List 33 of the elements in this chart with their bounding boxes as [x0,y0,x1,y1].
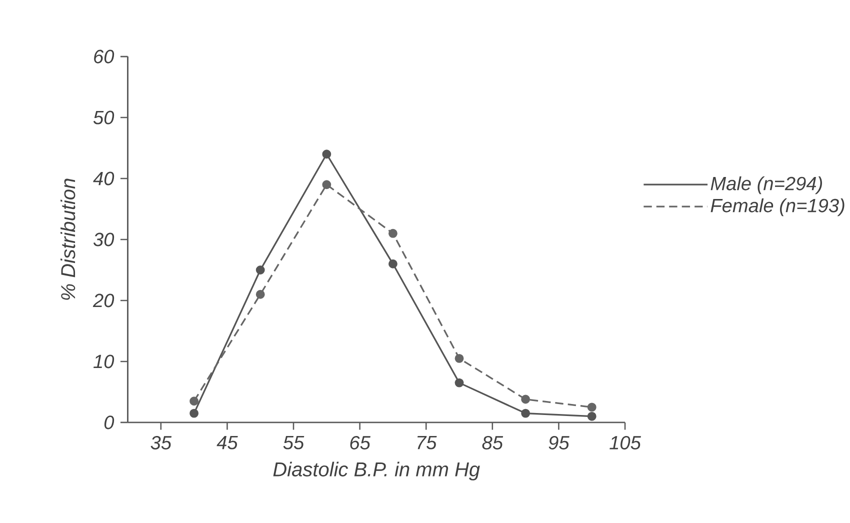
point [190,396,199,406]
legend-label: Female (n=193) [710,198,844,216]
y-tick-label: 0 [104,416,114,430]
point [454,354,464,363]
x-tick-label: 65 [350,436,370,450]
x-tick-label: 75 [417,436,437,450]
point [454,378,464,388]
y-tick-label: 30 [93,232,114,246]
point [322,150,332,159]
x-tick-label: 45 [216,436,238,450]
x-tick-label: 95 [548,436,570,450]
legend-label: Male (n=294) [710,176,822,194]
point [388,229,398,238]
y-axis-title: % Distribution [60,178,76,300]
x-tick-label: 55 [283,436,304,450]
y-tick-label: 40 [93,172,114,186]
x-axis-title: Diastolic B.P. in mm Hg [273,462,480,481]
y-tick-label: 10 [93,354,114,368]
point [587,412,596,421]
point [521,408,530,418]
point [190,408,199,418]
x-tick-label: 85 [482,436,504,450]
y-tick-label: 60 [94,50,114,64]
point [322,180,332,190]
x-tick-label: 105 [610,436,641,450]
point [256,290,265,299]
x-tick-label: 35 [150,436,172,450]
y-tick-label: 50 [93,110,114,124]
point [521,394,530,404]
point [587,402,596,412]
point [388,260,398,268]
point [256,266,265,275]
y-tick-label: 20 [92,294,114,308]
